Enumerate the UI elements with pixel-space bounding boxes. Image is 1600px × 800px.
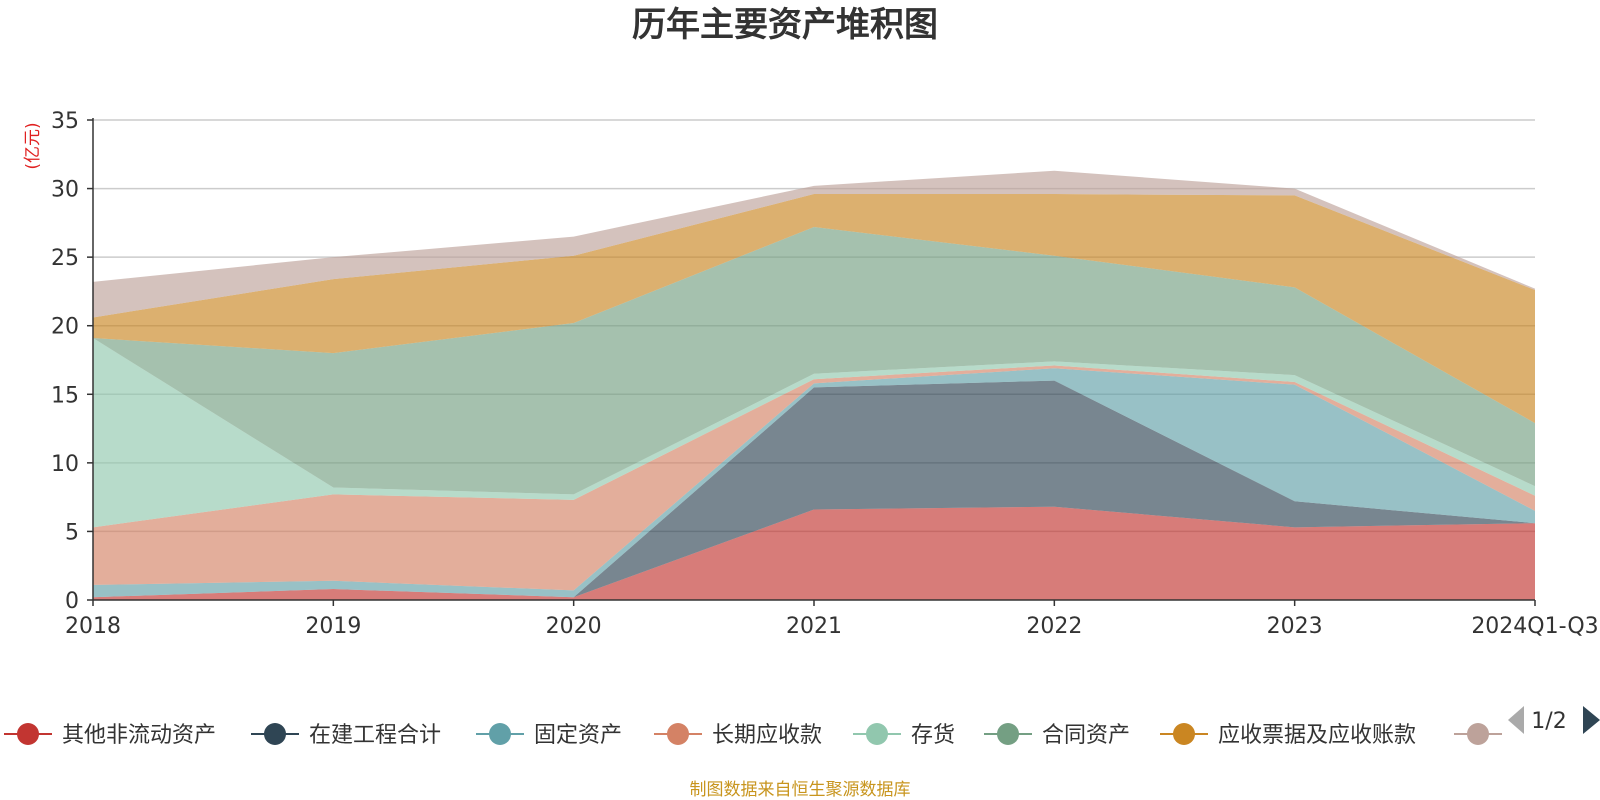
y-axis-unit-label: (亿元) <box>23 122 43 169</box>
legend-circle-marker <box>1173 723 1195 745</box>
series-area-2 <box>93 380 1535 598</box>
y-tick-label: 10 <box>51 452 79 477</box>
legend-label: 应收票据及应收账款 <box>1218 723 1416 748</box>
legend-item-8[interactable] <box>1454 723 1502 745</box>
legend-circle-marker <box>866 723 888 745</box>
series-area-7 <box>93 194 1535 424</box>
legend-item-5[interactable]: 存货 <box>853 723 955 748</box>
legend-circle-marker <box>264 723 286 745</box>
series-area-5 <box>93 338 1535 528</box>
y-tick-label: 30 <box>51 178 79 203</box>
legend-item-6[interactable]: 合同资产 <box>984 723 1130 748</box>
x-tick-label: 2024Q1-Q3 <box>1471 614 1598 639</box>
x-tick-label: 2022 <box>1026 614 1082 639</box>
y-tick-label: 25 <box>51 246 79 271</box>
chart-title: 历年主要资产堆积图 <box>632 5 938 45</box>
series-area-3 <box>93 368 1535 598</box>
series-area-6 <box>93 226 1535 495</box>
series-area-4 <box>93 365 1535 591</box>
y-tick-label: 35 <box>51 109 79 134</box>
legend-label: 存货 <box>911 723 955 748</box>
y-tick-label: 20 <box>51 315 79 340</box>
legend-circle-marker <box>17 723 39 745</box>
series-area-1 <box>93 506 1535 600</box>
legend-label: 合同资产 <box>1042 723 1130 748</box>
legend-item-3[interactable]: 固定资产 <box>476 723 622 748</box>
legend-label: 长期应收款 <box>712 723 822 748</box>
legend-item-7[interactable]: 应收票据及应收账款 <box>1160 723 1416 748</box>
legend[interactable]: 其他非流动资产 在建工程合计 固定资产 长期应收款 存货 合同资产 应收票据及应收账款 <box>4 723 1502 748</box>
y-tick-label: 0 <box>65 589 79 614</box>
x-tick-label: 2021 <box>786 614 842 639</box>
legend-pager[interactable]: 1/2 <box>1508 706 1600 734</box>
series-areas <box>93 170 1535 600</box>
y-tick-label: 5 <box>65 520 79 545</box>
legend-circle-marker <box>1467 723 1489 745</box>
x-tick-label: 2018 <box>65 614 121 639</box>
legend-prev-icon[interactable] <box>1508 706 1524 734</box>
x-tick-label: 2019 <box>305 614 361 639</box>
legend-next-icon[interactable] <box>1583 706 1600 734</box>
axes: 0 5 10 15 20 25 30 35 2018 2019 2020 2021 2022 2023 20… <box>51 109 1599 639</box>
x-tick-label: 2020 <box>546 614 602 639</box>
legend-label: 在建工程合计 <box>309 723 441 748</box>
y-tick-label: 15 <box>51 383 79 408</box>
legend-circle-marker <box>489 723 511 745</box>
legend-circle-marker <box>667 723 689 745</box>
legend-page-indicator: 1/2 <box>1531 709 1566 734</box>
legend-item-1[interactable]: 其他非流动资产 <box>4 723 216 748</box>
legend-label: 固定资产 <box>534 723 622 748</box>
legend-label: 其他非流动资产 <box>62 723 216 748</box>
legend-circle-marker <box>997 723 1019 745</box>
legend-item-4[interactable]: 长期应收款 <box>654 723 822 748</box>
legend-item-2[interactable]: 在建工程合计 <box>251 723 441 748</box>
x-tick-label: 2023 <box>1267 614 1323 639</box>
data-source-note: 制图数据来自恒生聚源数据库 <box>690 780 911 800</box>
